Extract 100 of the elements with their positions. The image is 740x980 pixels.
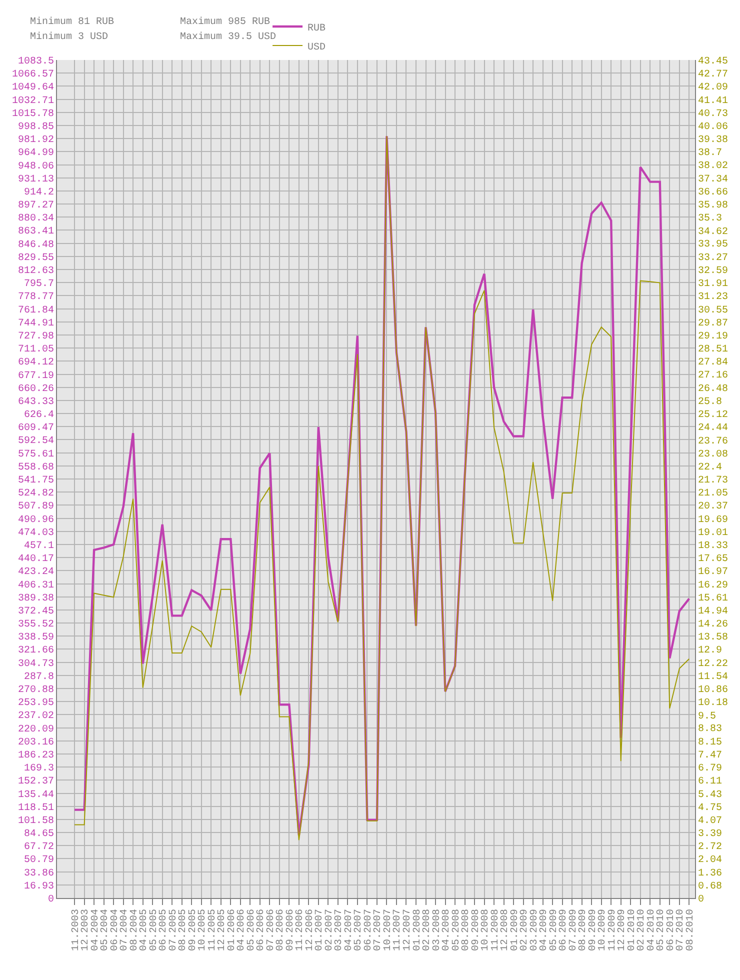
y-tick-label: 355.52 (18, 620, 54, 631)
y-tick-label: 203.16 (18, 737, 54, 748)
y2-tick-label: 25.12 (698, 410, 728, 422)
y2-tick-label: 9.5 (698, 711, 716, 722)
y2-tick-label: 20.37 (698, 502, 728, 513)
y-tick-label: 338.59 (18, 632, 54, 644)
x-tick-label: 09.2005 (188, 909, 199, 952)
x-tick-label: 04.2008 (442, 909, 453, 952)
x-tick-label: 01.2006 (226, 909, 238, 952)
y2-tick-label: 42.09 (698, 82, 728, 94)
text: Minimum 81 RUB (30, 16, 114, 28)
x-tick-label: 10.2009 (598, 909, 609, 952)
y-tick-label: 592.54 (18, 436, 54, 448)
y2-tick-label: 19.01 (698, 528, 728, 539)
y-tick-label: 304.73 (18, 658, 54, 670)
y2-tick-label: 12.22 (698, 658, 728, 670)
y-tick-label: 846.48 (18, 240, 54, 251)
y-tick-label: 795.7 (24, 279, 54, 290)
x-tick-label: 10.2007 (382, 909, 394, 952)
y-tick-label: 558.68 (18, 462, 54, 474)
y-tick-label: 50.79 (24, 855, 54, 866)
y2-tick-label: 40.73 (698, 108, 728, 120)
x-tick-label: 01.2007 (314, 909, 326, 952)
text: Minimum 3 USD (30, 31, 108, 43)
x-tick-label: 12.2006 (304, 909, 316, 952)
x-tick-label: 08.2004 (129, 909, 140, 952)
y-tick-label: 490.96 (18, 514, 54, 526)
legend-label: RUB (308, 23, 326, 34)
y2-tick-label: 31.91 (698, 279, 728, 290)
y2-tick-label: 21.05 (698, 488, 728, 500)
y-tick-label: 474.03 (18, 528, 54, 539)
y-tick-label: 863.41 (18, 226, 54, 238)
y-tick-label: 914.2 (24, 187, 54, 198)
y2-tick-label: 10.86 (698, 685, 728, 696)
y2-tick-label: 14.94 (698, 606, 728, 618)
x-tick-label: 05.2006 (246, 909, 258, 952)
x-tick-label: 07.2005 (168, 909, 180, 952)
x-tick-label: 04.2005 (139, 909, 150, 952)
x-tick-label: 05.2004 (100, 909, 112, 952)
y2-tick-label: 39.38 (698, 135, 728, 146)
y2-tick-label: 6.11 (698, 776, 722, 788)
y2-tick-label: 0 (698, 894, 704, 906)
y-tick-label: 998.85 (18, 122, 54, 133)
x-tick-label: 01.2008 (412, 909, 424, 952)
x-tick-label: 08.2008 (461, 909, 472, 952)
y-tick-label: 981.92 (18, 135, 54, 146)
y-tick-label: 423.24 (18, 567, 54, 578)
x-tick-label: 12.2008 (500, 909, 512, 952)
x-tick-label: 06.2010 (666, 909, 677, 952)
y2-tick-label: 1.36 (698, 868, 722, 880)
x-tick-label: 12.2009 (617, 909, 628, 952)
y-tick-label: 609.47 (18, 423, 54, 434)
y2-tick-label: 15.61 (698, 593, 728, 604)
y2-tick-label: 43.45 (698, 56, 728, 68)
x-tick-label: 06.2004 (110, 909, 121, 952)
y-tick-label: 761.84 (18, 305, 54, 316)
x-tick-label: 02.2007 (324, 909, 336, 952)
y2-tick-label: 11.54 (698, 672, 728, 683)
y-tick-label: 372.45 (18, 606, 54, 618)
y2-tick-label: 7.47 (698, 750, 722, 762)
x-tick-label: 07.2007 (373, 909, 384, 952)
y2-tick-label: 42.77 (698, 70, 728, 81)
text: Maximum 985 RUB (180, 16, 270, 28)
x-tick-label: 07.2006 (266, 909, 277, 952)
y2-tick-label: 41.41 (698, 96, 728, 107)
y2-tick-label: 29.19 (698, 332, 728, 343)
x-tick-label: 11.2005 (207, 909, 218, 952)
y2-tick-label: 8.83 (698, 724, 722, 736)
y2-tick-label: 16.29 (698, 580, 728, 592)
y-tick-label: 186.23 (18, 750, 54, 762)
y2-tick-label: 22.4 (698, 462, 722, 474)
x-tick-label: 07.2009 (568, 909, 580, 952)
x-tick-label: 05.2009 (548, 909, 560, 952)
y2-tick-label: 3.39 (698, 829, 722, 840)
y-tick-label: 931.13 (18, 174, 54, 186)
y-tick-label: 626.4 (24, 410, 54, 422)
y2-tick-label: 32.59 (698, 266, 728, 277)
x-tick-label: 06.2006 (256, 909, 268, 952)
y-tick-label: 507.89 (18, 502, 54, 513)
y2-tick-label: 0.68 (698, 881, 722, 892)
y2-tick-label: 31.23 (698, 292, 728, 304)
x-tick-label: 10.2005 (198, 909, 209, 952)
y-tick-label: 152.37 (18, 776, 54, 788)
x-tick-label: 06.2005 (158, 909, 170, 952)
x-tick-label: 11.2009 (607, 909, 618, 952)
y2-tick-label: 21.73 (698, 475, 728, 486)
y-tick-label: 1083.5 (18, 56, 54, 68)
y-tick-label: 948.06 (18, 161, 54, 172)
y2-tick-label: 30.55 (698, 305, 728, 316)
y2-tick-label: 33.27 (698, 252, 728, 264)
x-tick-label: 02.2010 (636, 909, 648, 952)
x-tick-label: 12.2005 (217, 909, 228, 952)
legend-label: USD (308, 42, 326, 54)
y-tick-label: 237.02 (18, 711, 54, 722)
y2-tick-label: 12.9 (698, 646, 722, 657)
y-tick-label: 694.12 (18, 358, 54, 369)
y2-tick-label: 18.33 (698, 540, 728, 552)
y-tick-label: 711.05 (18, 344, 54, 356)
y-tick-label: 321.66 (18, 646, 54, 657)
y2-tick-label: 27.16 (698, 370, 728, 382)
